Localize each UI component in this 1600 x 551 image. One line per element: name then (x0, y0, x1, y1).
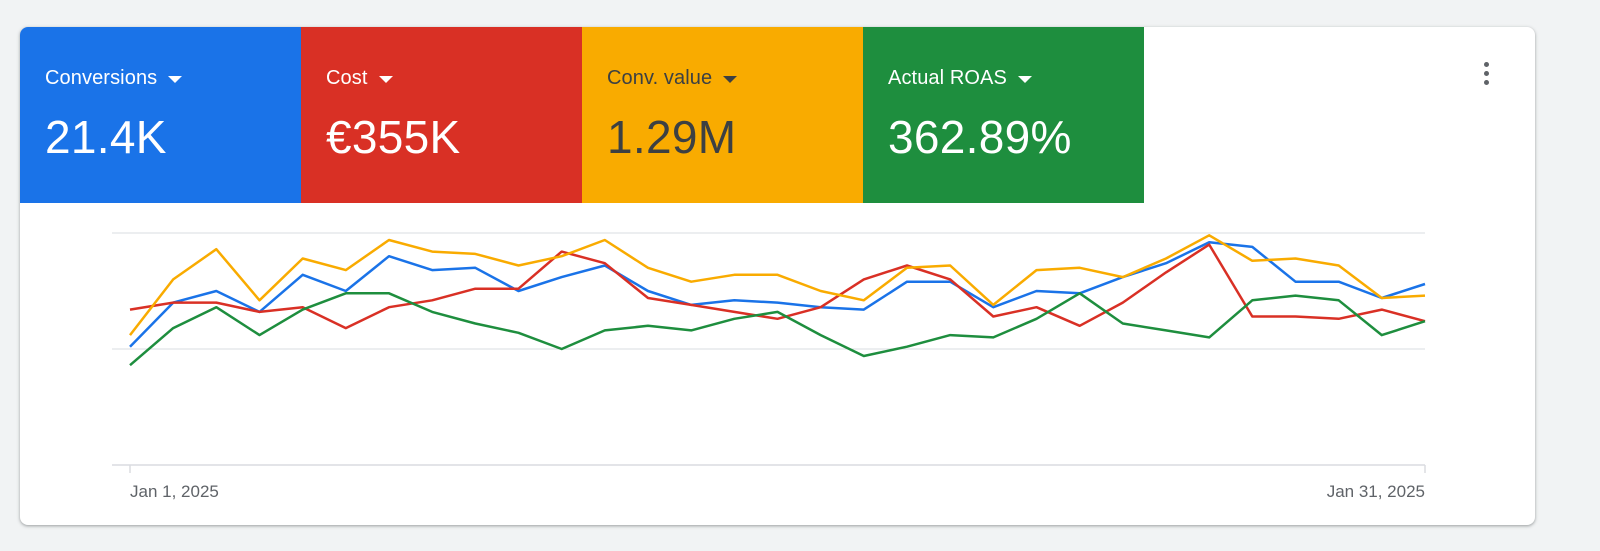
scorecard-label: Actual ROAS (888, 66, 1007, 89)
performance-card: Conversions 21.4K Cost €355K Conv. value… (20, 27, 1535, 525)
caret-down-icon[interactable] (378, 75, 393, 83)
more-vert-icon[interactable] (1470, 55, 1502, 91)
scorecard-value: €355K (326, 111, 461, 163)
x-tick-label-end: Jan 31, 2025 (1327, 482, 1425, 501)
caret-down-icon[interactable] (168, 75, 183, 83)
caret-down-icon[interactable] (723, 75, 738, 83)
scorecard-actual-roas[interactable]: Actual ROAS 362.89% (863, 27, 1144, 203)
scorecard-label: Conv. value (607, 66, 713, 89)
chart-series (129, 234, 1426, 367)
scorecard-row: Conversions 21.4K Cost €355K Conv. value… (20, 27, 1144, 203)
menu-dot (1483, 79, 1489, 85)
series-line-cost (129, 243, 1426, 330)
series-line-conv-value (129, 234, 1426, 336)
scorecard-conversions[interactable]: Conversions 21.4K (20, 27, 301, 203)
scorecard-value: 362.89% (888, 111, 1072, 163)
menu-dot (1483, 61, 1489, 67)
scorecard-label: Conversions (45, 66, 158, 89)
caret-down-icon[interactable] (1017, 75, 1032, 83)
line-chart: Jan 1, 2025 Jan 31, 2025 (112, 232, 1426, 501)
series-line-conversions (129, 241, 1426, 348)
chart-grid (112, 232, 1426, 473)
scorecard-conv-value[interactable]: Conv. value 1.29M (582, 27, 863, 203)
scorecard-header: Conv. value (607, 65, 863, 91)
scorecard-label: Cost (326, 66, 368, 89)
scorecard-cost[interactable]: Cost €355K (301, 27, 582, 203)
scorecard-value: 1.29M (607, 111, 737, 163)
scorecard-header: Conversions (45, 65, 301, 91)
x-tick-label-start: Jan 1, 2025 (130, 482, 219, 501)
scorecard-header: Cost (326, 65, 582, 91)
scorecard-header: Actual ROAS (888, 65, 1144, 91)
scorecard-value: 21.4K (45, 111, 167, 163)
menu-dot (1483, 70, 1489, 76)
series-line-actual-roas (129, 292, 1426, 367)
